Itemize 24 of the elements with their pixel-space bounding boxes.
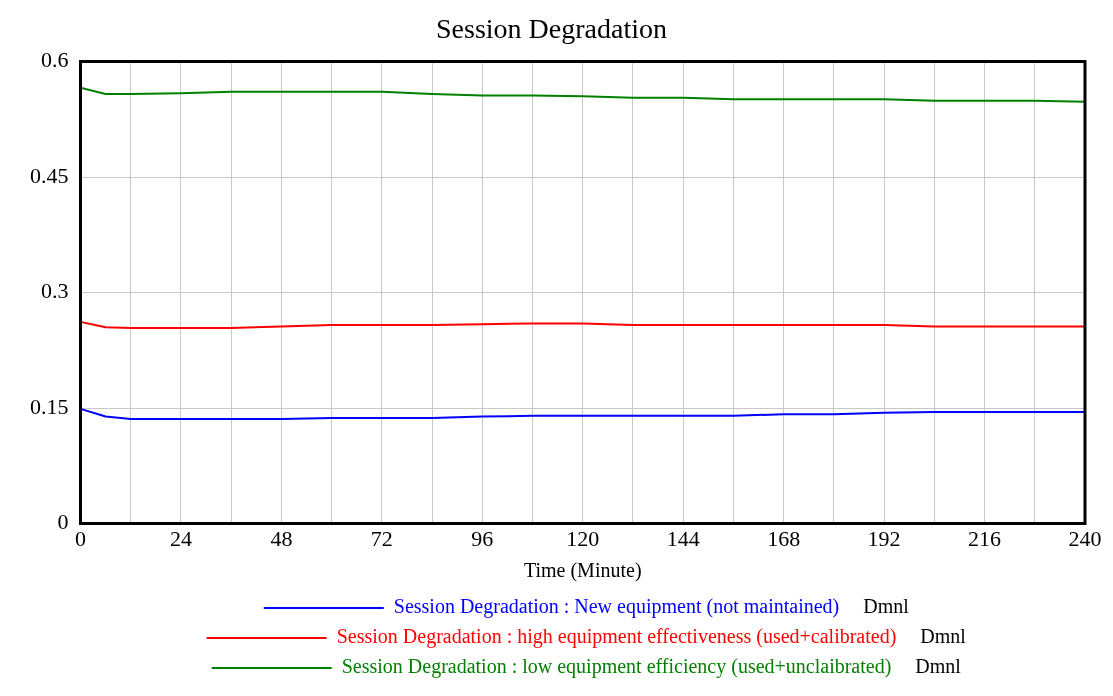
y-tick-label: 0.3: [41, 278, 69, 304]
text: Dmnl: [915, 655, 962, 678]
x-tick-label: 48: [270, 525, 293, 551]
x-tick-label: 0: [75, 525, 86, 551]
chart-title: Session Degradation: [436, 13, 667, 45]
text: Session Degradation : New equipment (not maintained): [393, 595, 840, 619]
text: Dmnl: [863, 595, 910, 618]
x-axis-title: Time (Minute): [523, 559, 642, 583]
x-tick-label: 144: [666, 525, 700, 551]
text: Session Degradation : low equipment efficiency (used+unclaibrated): [341, 655, 892, 679]
y-tick-label: 0.6: [41, 47, 69, 73]
x-tick-label: 240: [1068, 525, 1102, 551]
x-tick-label: 24: [169, 525, 192, 551]
text: Session Degradation : high equipment effectiveness (used+calibrated): [336, 625, 897, 649]
y-tick-label: 0.15: [30, 393, 69, 419]
x-tick-label: 120: [566, 525, 600, 551]
y-tick-label: 0.45: [30, 162, 69, 188]
y-tick-label: 0: [57, 509, 69, 535]
text: Dmnl: [920, 625, 967, 648]
x-tick-label: 192: [867, 525, 901, 551]
x-tick-label: 168: [767, 525, 801, 551]
x-tick-label: 72: [370, 525, 393, 551]
x-tick-label: 216: [968, 525, 1002, 551]
x-tick-label: 96: [471, 525, 494, 551]
